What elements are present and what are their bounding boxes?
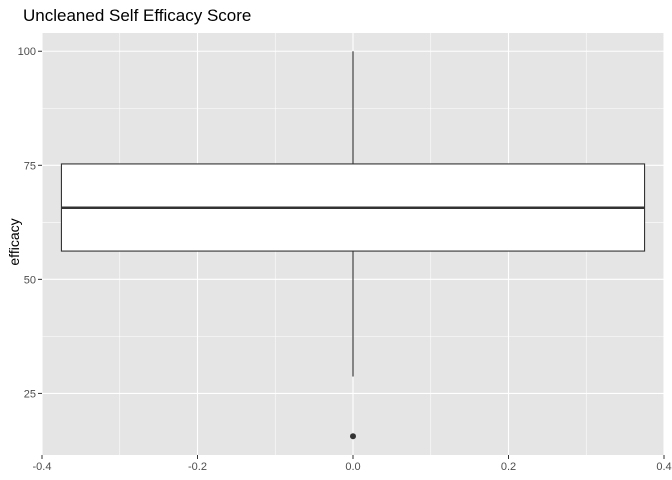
- y-tick-label: 25: [24, 388, 36, 400]
- x-tick-label: 0.2: [501, 461, 516, 473]
- y-tick-label: 50: [24, 274, 36, 286]
- x-axis-ticks: -0.4 -0.2 0.0 0.2 0.4: [33, 455, 672, 473]
- x-tick-label: -0.4: [33, 461, 52, 473]
- y-axis-ticks: 25 50 75 100: [18, 46, 42, 400]
- y-tick-label: 75: [24, 160, 36, 172]
- box-marks: [60, 51, 646, 440]
- y-axis-label: efficacy: [6, 218, 22, 265]
- y-tick-label: 100: [18, 46, 36, 58]
- chart-title: Uncleaned Self Efficacy Score: [23, 6, 251, 25]
- x-tick-label: 0.0: [345, 461, 360, 473]
- x-tick-label: -0.2: [188, 461, 207, 473]
- outlier-point: [350, 433, 356, 440]
- x-tick-label: 0.4: [656, 461, 671, 473]
